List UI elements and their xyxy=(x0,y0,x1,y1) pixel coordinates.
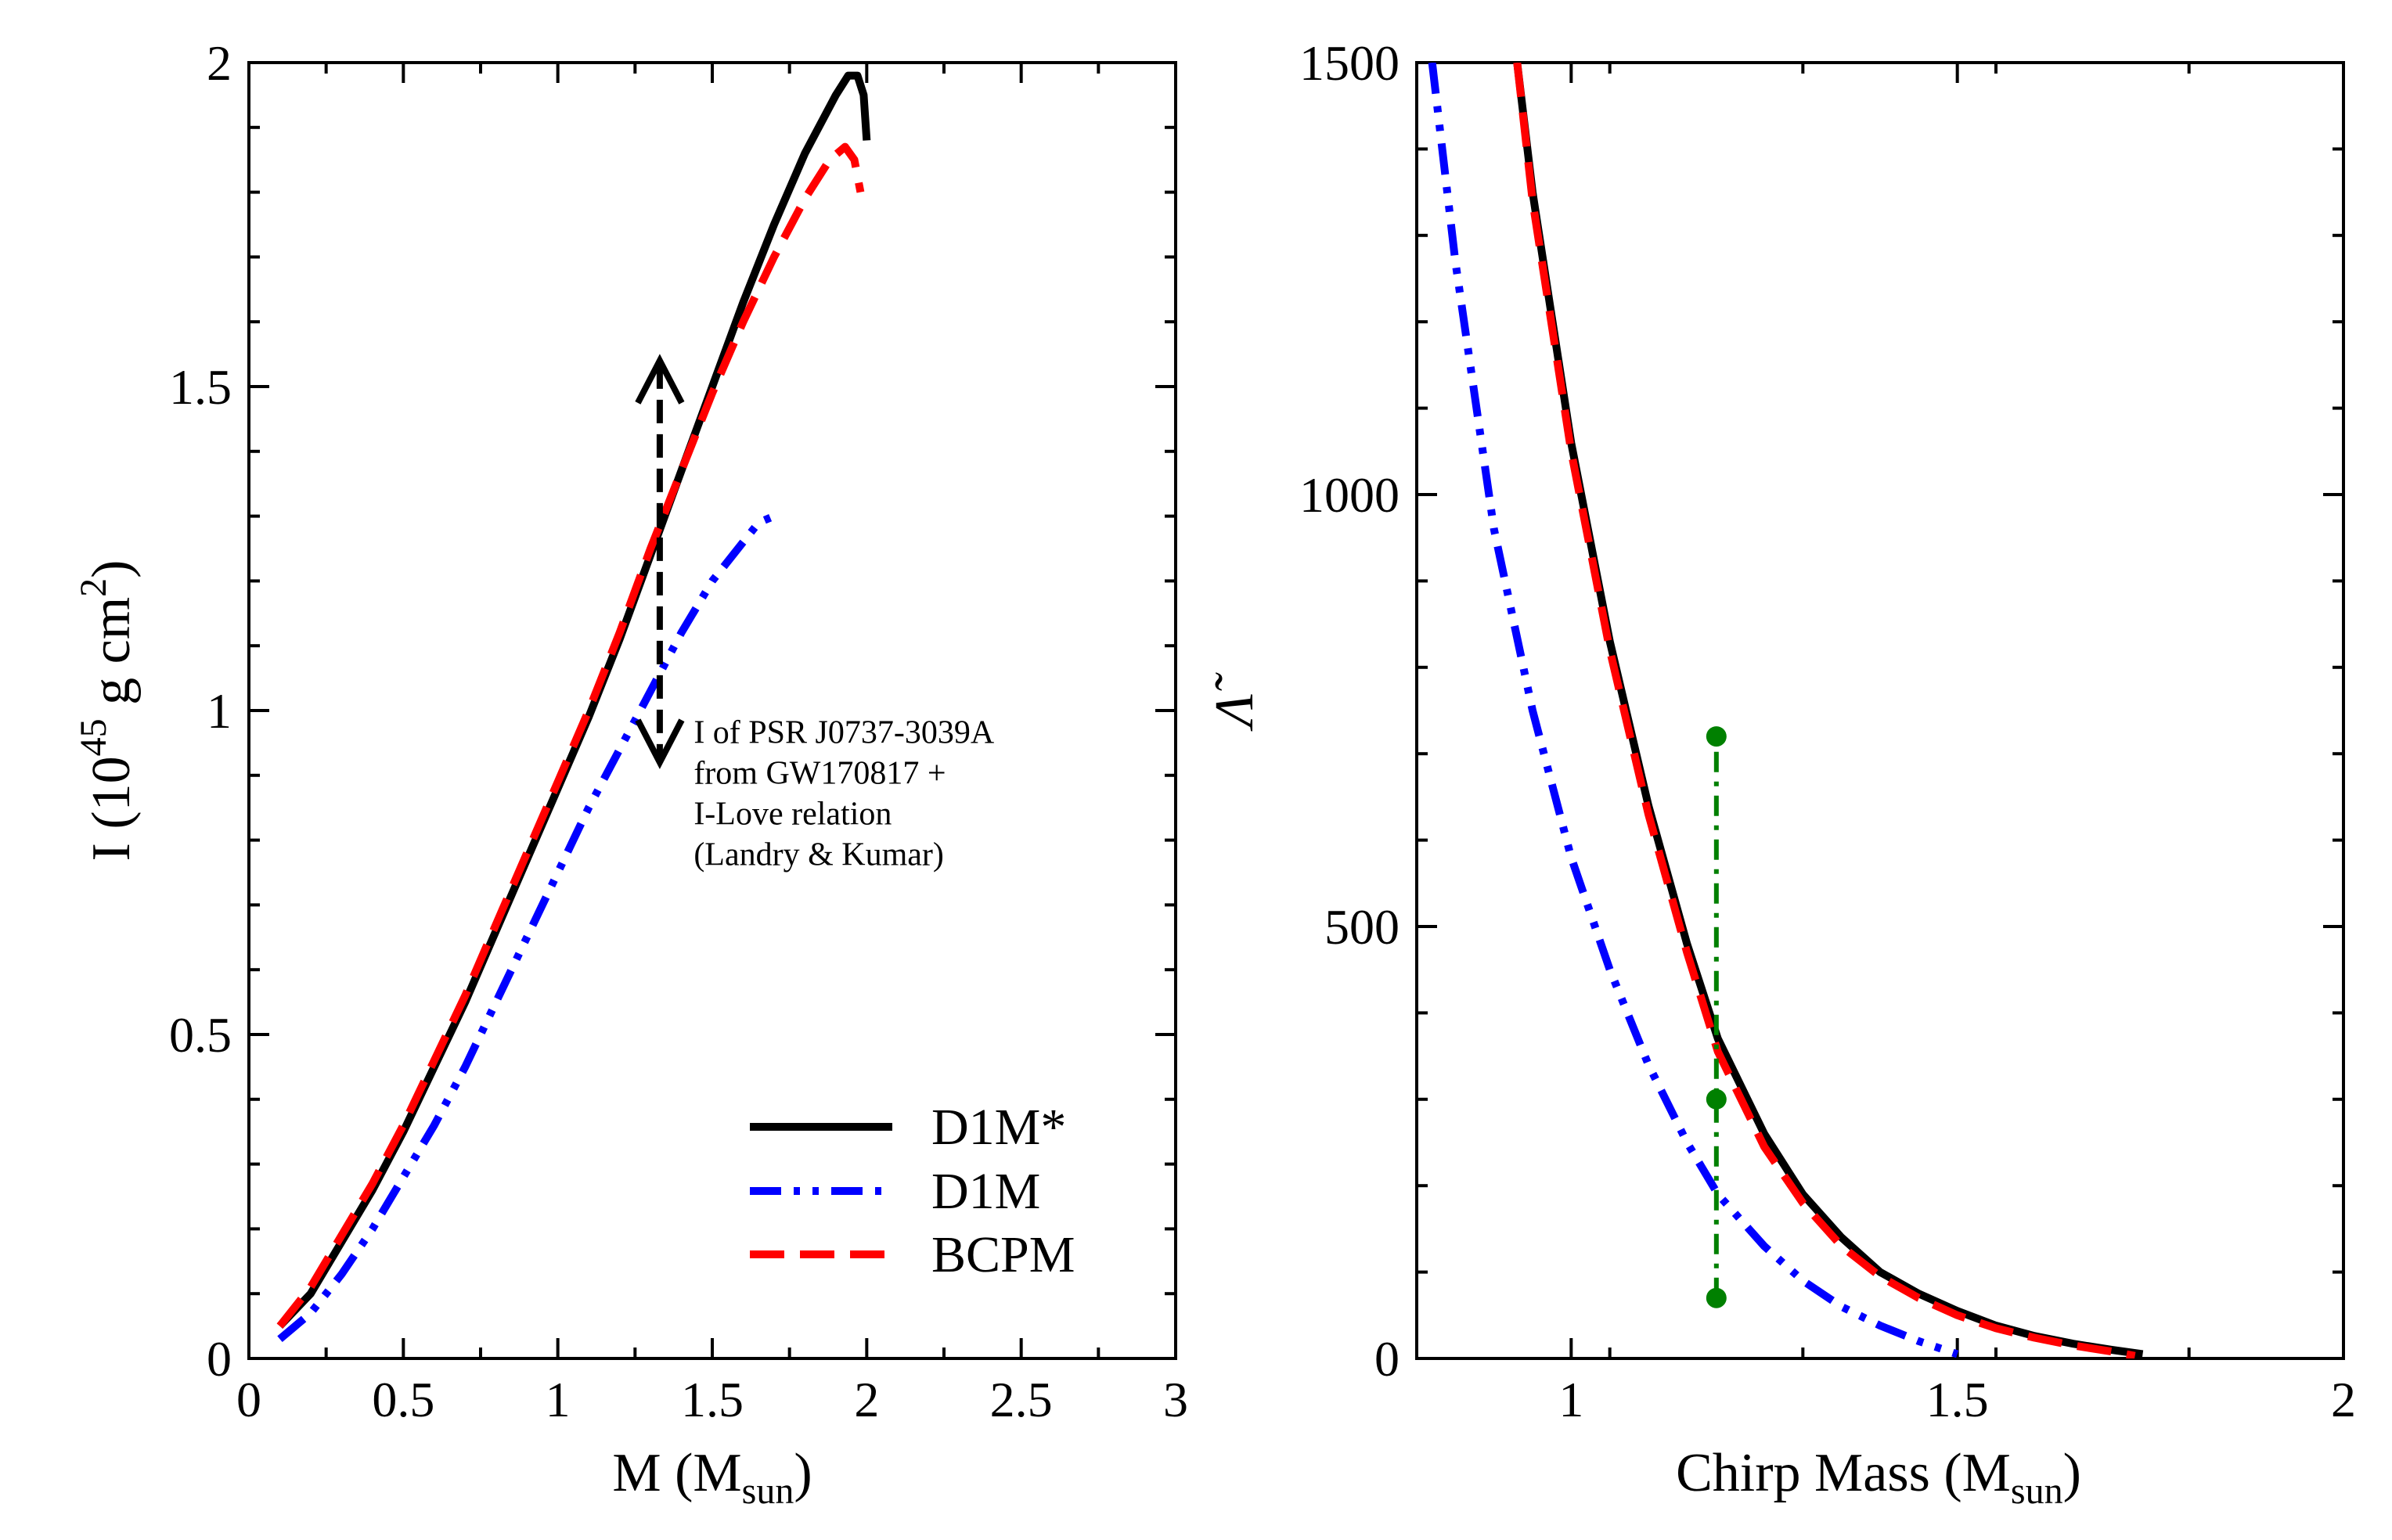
annotation-line: I-Love relation xyxy=(693,796,892,832)
left-x-tick-label: 0 xyxy=(236,1372,261,1427)
right-x-tick-label: 1 xyxy=(1558,1372,1583,1427)
left-y-axis-label: I (1045 g cm2) xyxy=(73,560,142,862)
constraint-point xyxy=(1706,726,1727,747)
left-x-tick-label: 0.5 xyxy=(372,1372,434,1427)
right-y-axis-label: Λ̃ xyxy=(1205,672,1265,732)
left-y-tick-label: 1.5 xyxy=(169,359,232,415)
left-x-tick-label: 1 xyxy=(546,1372,571,1427)
right-y-tick-label: 0 xyxy=(1374,1331,1400,1387)
left-y-tick-label: 2 xyxy=(207,35,232,91)
legend-label-d1m-star: D1M* xyxy=(931,1099,1066,1156)
annotation-line: I of PSR J0737-3039A xyxy=(693,714,995,750)
left-y-tick-label: 0 xyxy=(207,1331,232,1387)
left-x-tick-label: 2.5 xyxy=(990,1372,1053,1427)
left-x-tick-label: 2 xyxy=(854,1372,879,1427)
left-series-bcpm xyxy=(276,142,865,1329)
right-ticks: 1 1.5 2 0 500 1000 1500 xyxy=(1299,35,2356,1427)
right-constraint xyxy=(1706,726,1727,1308)
right-plot-frame xyxy=(1415,61,2345,1360)
right-series-d1m xyxy=(1428,63,1959,1358)
constraint-point xyxy=(1706,1088,1727,1110)
left-x-tick-label: 1.5 xyxy=(681,1372,744,1427)
legend: D1M* D1M BCPM xyxy=(750,1099,1075,1283)
left-y-tick-label: 0.5 xyxy=(169,1007,232,1063)
right-y-tick-label: 500 xyxy=(1324,899,1400,955)
left-series-d1m-star xyxy=(276,71,871,1330)
annotation-line: (Landry & Kumar) xyxy=(693,837,944,873)
arrow-head-down xyxy=(635,718,685,769)
constraint-point xyxy=(1706,1287,1727,1308)
left-ticks: 0 0.5 1 1.5 2 2.5 3 0 0.5 1 1.5 2 xyxy=(169,35,1188,1427)
left-y-tick-label: 1 xyxy=(207,683,232,739)
right-series xyxy=(1428,63,2144,1358)
left-panel: 0 0.5 1 1.5 2 2.5 3 0 0.5 1 1.5 2 I of PSR J0737-30… xyxy=(73,35,1188,1512)
right-series-bcpm xyxy=(1513,63,2136,1358)
right-x-axis-label: Chirp Mass (Msun) xyxy=(1676,1443,2081,1512)
right-x-tick-label: 1.5 xyxy=(1926,1372,1989,1427)
left-x-axis-label: M (Msun) xyxy=(612,1443,812,1512)
right-series-d1m-star xyxy=(1513,63,2144,1358)
right-y-tick-label: 1500 xyxy=(1299,35,1400,91)
left-series-d1m xyxy=(277,512,776,1343)
left-series xyxy=(276,71,871,1343)
right-panel: 1 1.5 2 0 500 1000 1500 Chirp Mass (Msun) Λ̃ xyxy=(1205,35,2356,1512)
right-x-tick-label: 2 xyxy=(2331,1372,2356,1427)
legend-label-bcpm: BCPM xyxy=(931,1226,1075,1283)
annotation-line: from GW170817 + xyxy=(693,755,946,791)
right-y-tick-label: 1000 xyxy=(1299,467,1400,523)
left-x-tick-label: 3 xyxy=(1163,1372,1188,1427)
legend-label-d1m: D1M xyxy=(931,1163,1040,1220)
left-annotation: I of PSR J0737-3039A from GW170817 + I-Lo… xyxy=(635,354,995,873)
arrow-head-up xyxy=(635,354,685,405)
